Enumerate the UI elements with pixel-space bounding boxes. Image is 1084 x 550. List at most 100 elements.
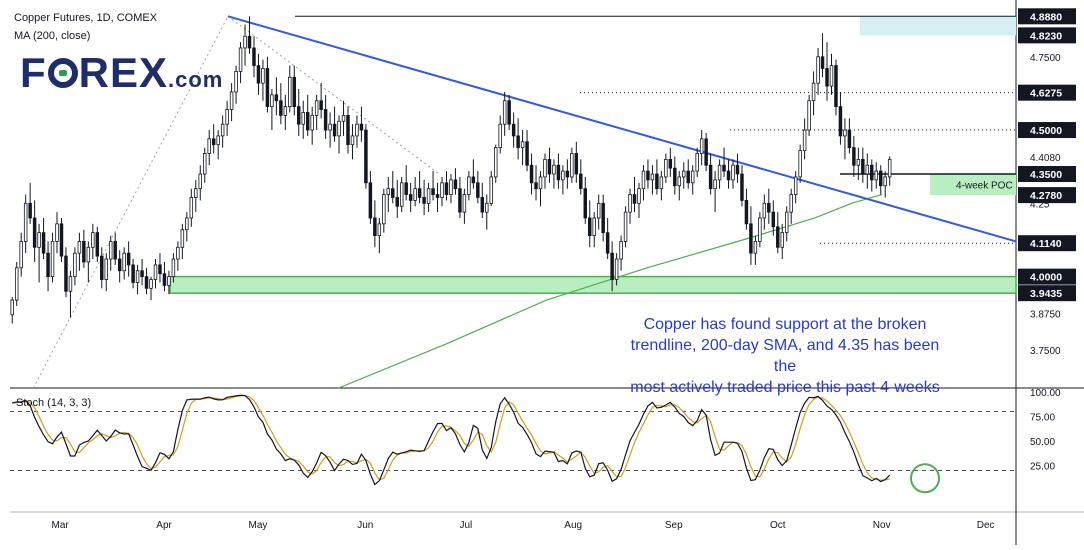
candle — [50, 232, 55, 283]
candle-body — [104, 258, 108, 280]
candle — [422, 179, 426, 216]
candle — [270, 89, 274, 131]
candle-body — [158, 264, 162, 275]
candle-body — [632, 194, 637, 204]
candle — [382, 188, 386, 233]
price-tick-label: 4.25 — [1030, 199, 1050, 210]
stoch-tick-label: 25.00 — [1030, 462, 1055, 473]
candle-body — [690, 170, 695, 184]
candle-body — [735, 164, 740, 175]
candle-body — [838, 106, 843, 137]
candle — [185, 212, 189, 242]
candle-body — [288, 76, 292, 107]
candle — [650, 165, 655, 195]
candle-body — [37, 232, 41, 248]
candle-body — [100, 255, 104, 280]
candle-body — [816, 56, 820, 84]
candle-body — [749, 223, 753, 254]
candle-body — [305, 112, 310, 131]
candle-body — [323, 109, 328, 131]
logo-o-ring-icon — [47, 58, 78, 88]
candle — [279, 83, 283, 125]
candle — [440, 176, 444, 207]
candle — [216, 130, 220, 160]
candles — [10, 16, 892, 324]
candle-body — [185, 217, 189, 231]
candle-body — [614, 258, 619, 280]
price-label-bg — [1018, 166, 1076, 183]
candle — [23, 194, 28, 254]
candle-body — [699, 138, 704, 154]
candle — [265, 56, 270, 113]
candle-body — [207, 138, 211, 154]
price-label-bg — [1018, 268, 1076, 285]
candle — [579, 159, 583, 195]
candle — [314, 94, 319, 131]
candle-body — [516, 135, 520, 149]
candle-body — [758, 217, 762, 242]
candle — [91, 223, 95, 260]
candle — [878, 165, 883, 195]
candle — [431, 171, 435, 201]
candle-body — [19, 241, 23, 269]
candle-body — [252, 47, 256, 66]
annotation-line: trendline, 200-day SMA, and 4.35 has bee… — [630, 337, 940, 375]
candle-body — [189, 197, 194, 219]
candle-body — [861, 158, 865, 175]
candle — [292, 65, 297, 116]
candle-body — [789, 194, 793, 213]
candle — [167, 270, 171, 295]
candle-body — [73, 252, 77, 278]
candle-body — [149, 279, 153, 289]
candle-body — [579, 173, 583, 190]
price-label-bg — [1018, 285, 1076, 302]
poc-label: 4-week POC — [956, 181, 1013, 192]
stoch-tick-label: 100.00 — [1030, 388, 1061, 399]
candle-body — [538, 176, 543, 190]
candle — [659, 171, 664, 201]
candle-body — [431, 188, 435, 195]
price-label-badge: 4.2780 — [1018, 187, 1076, 204]
candle — [682, 162, 686, 189]
month-label: Sep — [665, 520, 683, 531]
price-label-badge: 3.9435 — [1018, 285, 1076, 302]
candle — [865, 153, 870, 189]
candle-body — [41, 232, 46, 254]
candle — [350, 124, 355, 160]
resistance-zone — [860, 16, 1016, 36]
month-label: Jul — [459, 520, 472, 531]
candle-body — [650, 173, 655, 181]
price-label-bg — [1018, 27, 1076, 44]
candle-body — [225, 109, 229, 125]
candle — [664, 153, 668, 183]
price-label-text: 4.5000 — [1030, 125, 1062, 137]
candle — [153, 259, 158, 289]
candle-body — [874, 170, 879, 181]
candle-body — [793, 176, 798, 195]
candle-body — [211, 138, 216, 146]
candle — [131, 259, 135, 289]
month-label: Nov — [873, 520, 891, 531]
candle-body — [113, 241, 117, 260]
candle-body — [744, 199, 749, 225]
price-label-bg — [1018, 187, 1076, 204]
candle-body — [646, 170, 650, 181]
candle-body — [59, 223, 64, 257]
candle — [726, 159, 731, 189]
candle — [829, 53, 834, 95]
candle-body — [10, 299, 14, 316]
logo-letter-f: F — [20, 49, 47, 96]
candle — [122, 247, 126, 280]
candle — [458, 176, 462, 218]
candle — [140, 259, 144, 286]
candle-body — [574, 153, 579, 175]
candle-body — [834, 65, 838, 107]
price-tick-label: 3.7500 — [1030, 346, 1061, 357]
price-label-text: 4.2780 — [1030, 190, 1062, 202]
candle — [588, 200, 592, 248]
candle — [596, 194, 601, 230]
candle-body — [341, 114, 346, 122]
candle — [874, 162, 879, 189]
price-label-text: 4.8880 — [1030, 11, 1062, 23]
candle — [462, 188, 467, 224]
